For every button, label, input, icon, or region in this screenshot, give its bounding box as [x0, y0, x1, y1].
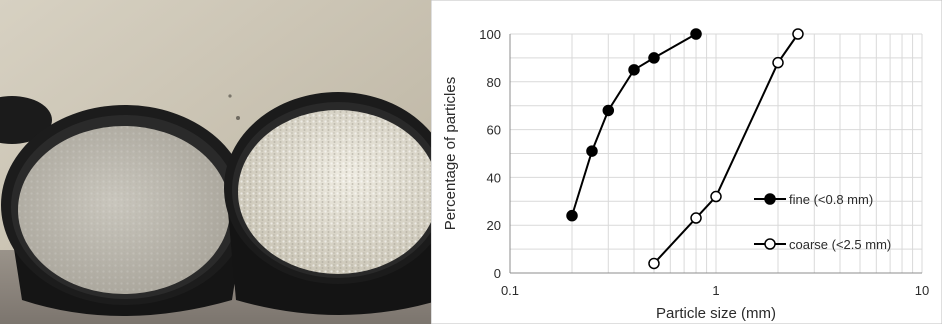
- legend-label-coarse: coarse (<2.5 mm): [789, 237, 891, 252]
- data-point-fine: [586, 145, 598, 157]
- x-tick-label: 0.1: [501, 283, 519, 298]
- series-line-fine: [571, 33, 697, 216]
- data-point-coarse: [710, 190, 722, 203]
- y-tick-label: 20: [487, 218, 501, 233]
- partial-bucket-rim: [0, 96, 52, 144]
- y-tick-labels: 0 20 40 60 80 100: [479, 27, 501, 281]
- chart-svg: 0 20 40 60 80 100 0.1 1 10 Particle size…: [430, 0, 942, 324]
- data-point-coarse: [648, 257, 660, 270]
- data-point-coarse: [690, 212, 702, 224]
- y-axis-title: Percentage of particles: [442, 77, 459, 230]
- legend-marker-coarse: [764, 238, 776, 250]
- data-series: [566, 28, 804, 270]
- y-tick-label: 80: [487, 75, 501, 90]
- axes: [509, 34, 922, 274]
- legend-marker-fine: [764, 193, 776, 205]
- x-tick-label: 1: [712, 283, 719, 298]
- legend: fine (<0.8 mm) coarse (<2.5 mm): [754, 192, 891, 252]
- legend-item-fine: fine (<0.8 mm): [754, 192, 873, 207]
- sand-buckets-illustration: [0, 0, 431, 324]
- sand-buckets-photo: [0, 0, 431, 324]
- data-point-fine: [566, 209, 578, 222]
- y-tick-label: 60: [487, 123, 501, 138]
- y-tick-label: 100: [479, 27, 501, 42]
- data-point-coarse: [772, 56, 784, 69]
- x-tick-labels: 0.1 1 10: [501, 283, 929, 298]
- data-point-fine: [602, 104, 615, 117]
- x-tick-label: 10: [915, 283, 929, 298]
- y-tick-label: 40: [487, 170, 501, 185]
- legend-item-coarse: coarse (<2.5 mm): [754, 237, 891, 252]
- y-tick-label: 0: [494, 266, 501, 281]
- data-point-fine: [628, 64, 640, 76]
- x-axis-title: Particle size (mm): [656, 305, 776, 322]
- particle-size-chart: 0 20 40 60 80 100 0.1 1 10 Particle size…: [430, 0, 942, 324]
- data-point-coarse: [792, 28, 804, 40]
- data-point-fine: [690, 28, 702, 40]
- legend-label-fine: fine (<0.8 mm): [789, 192, 873, 207]
- data-point-fine: [648, 52, 660, 64]
- chart-frame: [430, 0, 942, 324]
